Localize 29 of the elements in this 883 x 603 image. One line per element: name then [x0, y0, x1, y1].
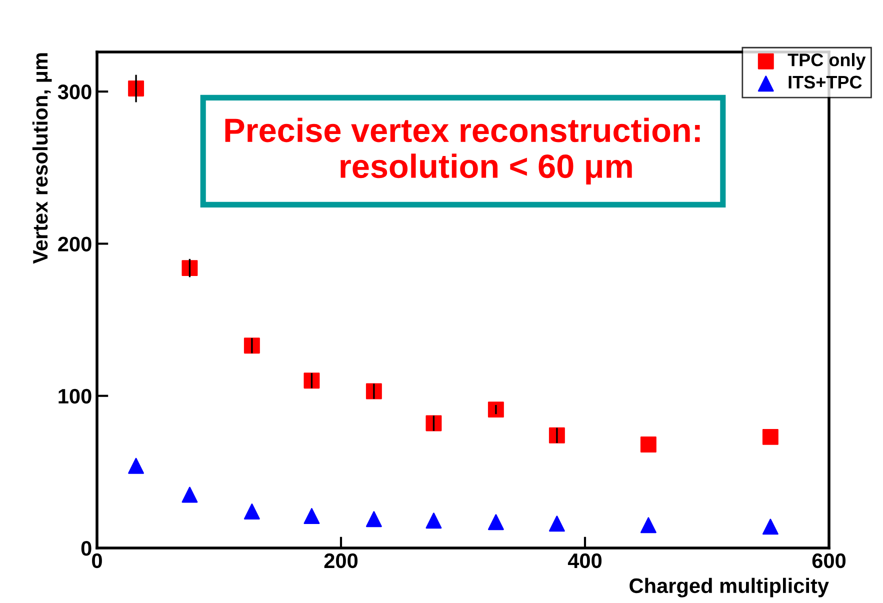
x-tick-label: 0 [92, 553, 102, 568]
x-tick-label: 600 [812, 553, 846, 568]
y-tick-label: 200 [58, 236, 92, 252]
point [488, 514, 504, 530]
y-axis-title: Vertex resolution, μm [32, 53, 52, 264]
point [128, 458, 144, 474]
point [304, 508, 320, 524]
annotation: Precise vertex reconstruction: resolution < 60 μm [225, 118, 700, 185]
legend-label: ITS+TPC [788, 76, 862, 89]
point [762, 428, 778, 445]
x-tick-label: 400 [568, 553, 602, 568]
point [488, 402, 504, 418]
legend-label: TPC only [788, 53, 866, 70]
point [304, 372, 320, 389]
point [366, 511, 382, 528]
point [182, 486, 198, 503]
point [244, 504, 260, 520]
point [762, 518, 778, 535]
point [182, 260, 198, 276]
point [426, 415, 442, 432]
y-tick-label: 300 [58, 84, 92, 100]
point [640, 436, 656, 453]
point [640, 517, 656, 534]
y-tick-label: 100 [58, 388, 92, 404]
point [548, 516, 565, 532]
x-axis-title: Charged multiplicity [630, 578, 829, 598]
y-tick-label: 0 [81, 541, 92, 556]
point [426, 512, 442, 529]
x-tick-label: 200 [324, 553, 358, 568]
